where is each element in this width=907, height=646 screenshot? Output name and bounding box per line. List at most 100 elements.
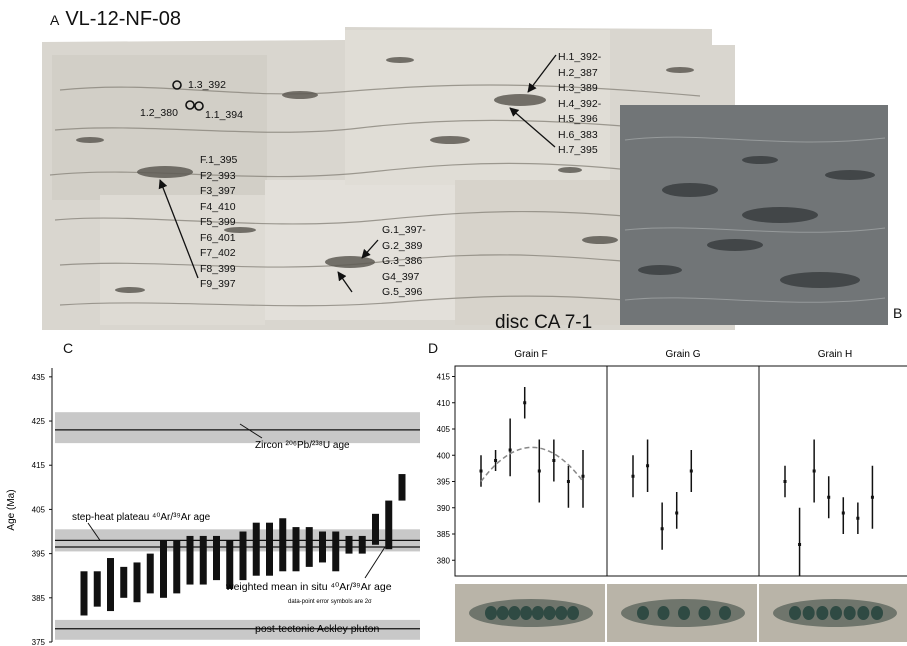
grain-g-spot-label: G4_397 (382, 270, 420, 283)
grain-title: Grain G (665, 349, 700, 360)
pluton-label: post-tectonic Ackley pluton (255, 623, 379, 635)
grain-title: Grain H (818, 349, 852, 360)
grain-h-spot-label: H.4_392- (558, 97, 602, 110)
y-tick-label: 425 (32, 417, 46, 426)
grain-images (455, 584, 907, 642)
data-point (675, 511, 679, 515)
age-range-bar (345, 535, 353, 554)
grain-h-spot-label: H.6_383 (558, 128, 598, 141)
data-point (581, 474, 585, 478)
laser-pit (531, 606, 544, 620)
photo-tile (345, 30, 610, 185)
data-point (479, 469, 483, 473)
grain-g-spot-label: G.2_389 (382, 239, 423, 252)
age-range-bar (107, 558, 114, 612)
grain-points (479, 387, 874, 576)
leader-line (239, 423, 263, 439)
age-band (55, 412, 420, 444)
data-point (798, 543, 802, 546)
y-tick-label: 385 (32, 594, 46, 603)
grain-frames: Grain F Grain G Grain H (454, 349, 907, 577)
laser-pit (520, 606, 533, 620)
data-point (552, 459, 556, 462)
data-point (812, 469, 816, 473)
panel-a-letter: A (50, 12, 60, 28)
y-tick-label: 405 (437, 425, 451, 434)
data-point (856, 516, 860, 520)
laser-pit (871, 606, 883, 620)
age-range-bar (199, 535, 207, 585)
laser-pit (857, 606, 870, 620)
spot-label: 1.3_392 (188, 79, 226, 91)
age-range-bar (332, 531, 340, 572)
panel-d-letter: D (428, 340, 439, 356)
data-point (783, 480, 787, 483)
panel-b-letter: B (893, 305, 903, 321)
laser-pit (802, 606, 815, 620)
annotations: Zircon ²⁰⁶Pb/²³⁸U age step-heat plateau ⁴… (72, 423, 392, 635)
laser-pit (816, 606, 829, 620)
photo-tile (265, 180, 460, 320)
laser-pit (678, 606, 690, 620)
y-tick-label: 395 (437, 478, 451, 487)
grain-frame (758, 365, 907, 577)
data-point (523, 401, 527, 405)
grain-h-spot-label: H.2_387 (558, 66, 598, 79)
grain-f-spot-label: F7_402 (200, 247, 236, 259)
grain-f-spot-label: F9_397 (200, 278, 236, 290)
grain-frame (606, 365, 760, 577)
age-range-bar (226, 540, 234, 589)
data-point (827, 495, 831, 499)
laser-spots (172, 80, 204, 111)
laser-pit (555, 606, 568, 620)
data-point (566, 480, 570, 483)
age-range-bar (146, 553, 154, 594)
grain-title: Grain F (514, 349, 547, 360)
spot-label: 1.2_380 (140, 107, 178, 119)
grain-h-spot-label: H.3_389 (558, 82, 598, 94)
age-range-bar (133, 562, 141, 603)
laser-pit (543, 606, 556, 620)
grain-f-spot-label: F4_410 (200, 200, 236, 213)
mica-streaks (76, 57, 694, 293)
laser-pit (698, 606, 711, 620)
grain-f-spot-label: F3_397 (200, 185, 236, 197)
data-point (660, 527, 664, 531)
data-point (631, 474, 635, 478)
data-point (508, 448, 512, 452)
fit-curve (480, 446, 584, 482)
y-ticks: 415 410 405 400 395 390 385 380 (437, 373, 455, 565)
age-bars (80, 474, 406, 616)
data-point (841, 511, 845, 515)
y-tick-label: 385 (437, 530, 451, 539)
y-axis-title: Age (Ma) (6, 489, 17, 530)
laser-pit (508, 606, 521, 620)
leader-line (364, 546, 386, 579)
data-point (494, 459, 498, 462)
y-tick-label: 375 (32, 638, 46, 646)
grain-h-spot-label: H.1_392- (558, 51, 602, 63)
panel-c-letter: C (63, 340, 74, 356)
panel-b-texture (638, 156, 875, 288)
laser-pit (637, 606, 649, 620)
laser-pit (567, 606, 579, 620)
age-range-bar (385, 500, 393, 550)
y-tick-label: 410 (437, 399, 451, 408)
y-tick-label: 435 (32, 373, 46, 382)
y-tick-label: 405 (32, 505, 46, 514)
laser-pit (719, 606, 731, 620)
grain-f-spot-label: F8_399 (200, 262, 236, 275)
panel-a-title: A VL-12-NF-08 (50, 8, 181, 31)
y-tick-label: 395 (32, 550, 46, 559)
age-range-bar (358, 535, 366, 554)
data-point (689, 469, 693, 473)
age-bands (55, 412, 420, 640)
laser-pit (496, 606, 509, 620)
y-tick-label: 400 (437, 451, 451, 460)
age-range-bar (80, 571, 88, 616)
data-point (537, 469, 541, 473)
laser-pit (843, 606, 856, 620)
annotation-arrows (158, 54, 557, 293)
spot-label: 1.1_394 (205, 109, 243, 121)
age-range-bar (173, 540, 181, 594)
